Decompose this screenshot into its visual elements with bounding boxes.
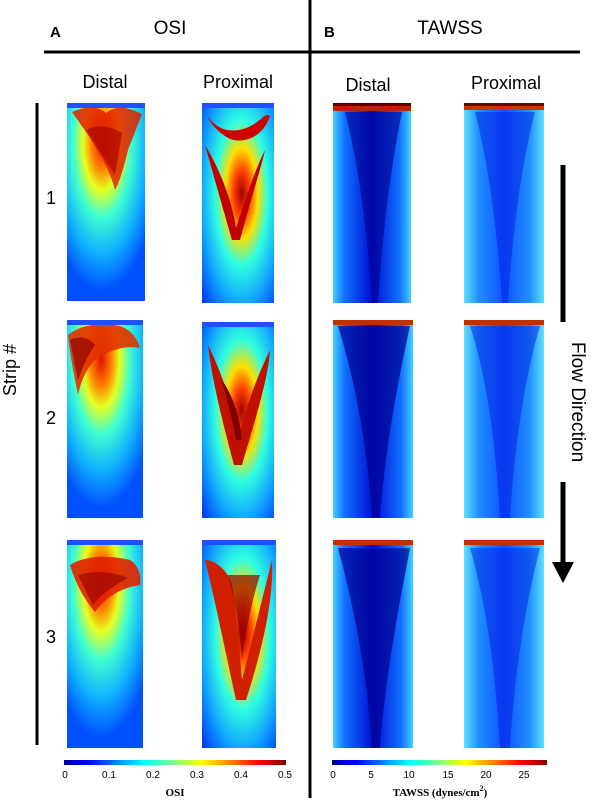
tawss-tick-0: 0 — [330, 770, 336, 781]
osi-tick-5: 0.5 — [278, 770, 292, 781]
colorbar-osi — [64, 760, 286, 765]
col-header-osi-distal: Distal — [82, 72, 127, 92]
heatmap-osi-proximal-strip3 — [202, 540, 276, 748]
heatmap-osi-distal-strip1 — [67, 103, 145, 301]
heatmap-tawss-distal-strip1 — [333, 103, 411, 303]
panel-a-title: OSI — [154, 18, 187, 39]
osi-tick-4: 0.4 — [234, 770, 248, 781]
osi-tick-0: 0 — [62, 770, 68, 781]
heatmap-tawss-proximal-strip3 — [464, 540, 544, 748]
colorbar-tawss-label: TAWSS (dynes/cm2) — [393, 784, 488, 799]
heatmap-osi-proximal-strip2 — [202, 322, 274, 518]
colorbar-tawss — [332, 760, 547, 765]
colorbar-osi-ticks: 0 0.1 0.2 0.3 0.4 0.5 — [62, 770, 292, 781]
heatmap-osi-proximal-strip1 — [202, 103, 274, 303]
panel-b-letter: B — [324, 24, 335, 41]
heatmap-osi-distal-strip3 — [67, 540, 143, 748]
tawss-tick-25: 25 — [518, 770, 530, 781]
colorbar-tawss-ticks: 0 5 10 15 20 25 — [330, 770, 530, 781]
panel-a-letter: A — [50, 24, 61, 41]
tawss-label-close: ) — [484, 787, 488, 799]
flow-direction-label: Flow Direction — [567, 342, 588, 462]
tawss-tick-10: 10 — [403, 770, 415, 781]
osi-tick-1: 0.1 — [102, 770, 116, 781]
tawss-tick-5: 5 — [368, 770, 374, 781]
tawss-tick-20: 20 — [480, 770, 492, 781]
heatmap-tawss-proximal-strip1 — [464, 103, 544, 303]
heatmap-tawss-proximal-strip2 — [464, 320, 544, 518]
col-header-osi-proximal: Proximal — [203, 72, 273, 92]
tawss-tick-15: 15 — [442, 770, 454, 781]
strip-number-3: 3 — [46, 627, 56, 647]
heatmap-osi-distal-strip2 — [67, 320, 143, 518]
heatmap-tawss-distal-strip3 — [333, 540, 413, 748]
tawss-label-main: TAWSS (dynes/cm — [393, 787, 480, 799]
heatmap-tawss-distal-strip2 — [333, 320, 413, 518]
colorbar-osi-label: OSI — [166, 787, 185, 799]
strip-axis-label: Strip # — [0, 344, 20, 396]
tawss-label-sup: 2 — [480, 784, 484, 793]
strip-number-2: 2 — [46, 408, 56, 428]
osi-tick-3: 0.3 — [190, 770, 204, 781]
col-header-tawss-distal: Distal — [345, 75, 390, 95]
panel-b-title: TAWSS — [417, 18, 482, 39]
osi-tick-2: 0.2 — [146, 770, 160, 781]
flow-arrow-head — [552, 562, 574, 583]
strip-number-1: 1 — [46, 188, 56, 208]
col-header-tawss-proximal: Proximal — [471, 73, 541, 93]
